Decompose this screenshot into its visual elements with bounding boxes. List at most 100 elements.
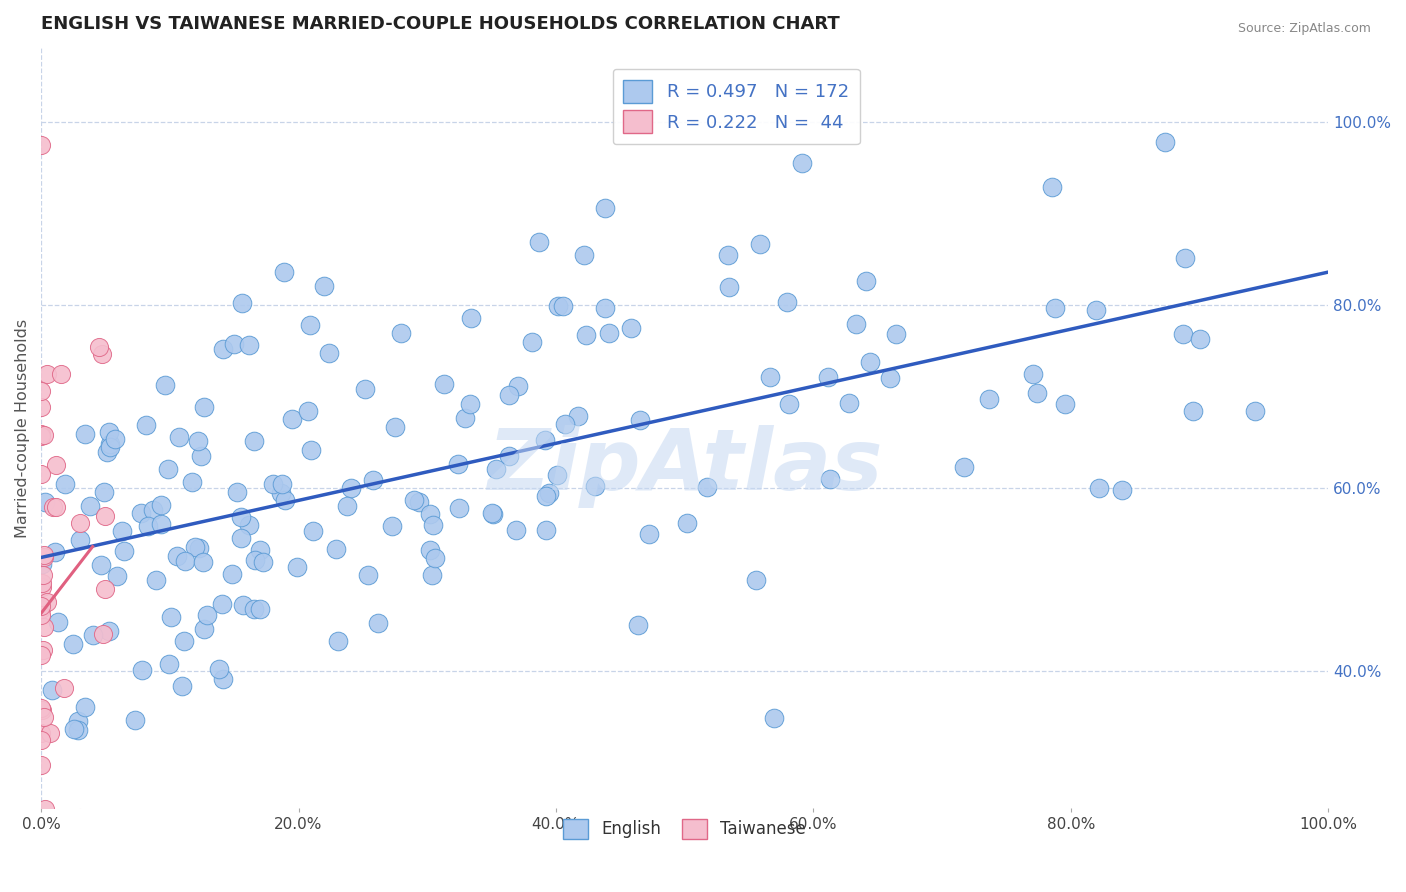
- Point: [953, 460, 976, 475]
- Point: [419, 542, 441, 557]
- Point: [30, 608, 52, 623]
- Point: [481, 506, 503, 520]
- Point: [31, 576, 53, 591]
- Point: [273, 264, 295, 278]
- Point: [135, 418, 157, 433]
- Point: [232, 599, 254, 613]
- Point: [696, 480, 718, 494]
- Point: [717, 248, 740, 262]
- Point: [30, 467, 52, 481]
- Point: [879, 370, 901, 384]
- Point: [34, 802, 56, 816]
- Point: [298, 318, 321, 333]
- Point: [30, 726, 52, 740]
- Y-axis label: Married-couple Households: Married-couple Households: [15, 318, 30, 538]
- Point: [547, 299, 569, 313]
- Point: [39, 726, 62, 740]
- Point: [1040, 179, 1063, 194]
- Point: [638, 526, 661, 541]
- Point: [554, 417, 576, 432]
- Point: [301, 524, 323, 538]
- Point: [231, 531, 253, 545]
- Point: [31, 648, 53, 662]
- Point: [184, 541, 207, 555]
- Point: [212, 672, 235, 686]
- Point: [718, 280, 741, 294]
- Point: [69, 516, 91, 530]
- Point: [498, 449, 520, 463]
- Point: [449, 500, 471, 515]
- Point: [30, 732, 52, 747]
- Point: [55, 477, 77, 491]
- Point: [460, 311, 482, 326]
- Point: [1173, 327, 1195, 342]
- Point: [583, 479, 606, 493]
- Point: [249, 543, 271, 558]
- Point: [94, 582, 117, 596]
- Point: [243, 602, 266, 616]
- Point: [30, 757, 52, 772]
- Point: [1181, 403, 1204, 417]
- Point: [104, 432, 127, 446]
- Point: [30, 602, 52, 616]
- Point: [745, 573, 768, 587]
- Point: [357, 567, 380, 582]
- Point: [363, 473, 385, 487]
- Point: [159, 609, 181, 624]
- Point: [32, 709, 55, 723]
- Point: [62, 637, 84, 651]
- Text: ZipAtlas: ZipAtlas: [486, 425, 883, 508]
- Point: [30, 429, 52, 443]
- Point: [1244, 404, 1267, 418]
- Point: [245, 553, 267, 567]
- Point: [273, 492, 295, 507]
- Point: [105, 569, 128, 583]
- Point: [534, 523, 557, 537]
- Point: [620, 321, 643, 335]
- Point: [41, 683, 63, 698]
- Point: [31, 557, 53, 571]
- Point: [211, 343, 233, 357]
- Point: [520, 335, 543, 350]
- Point: [32, 643, 55, 657]
- Point: [34, 878, 56, 892]
- Point: [1087, 481, 1109, 495]
- Point: [188, 541, 211, 555]
- Point: [243, 434, 266, 449]
- Point: [131, 663, 153, 677]
- Point: [817, 370, 839, 384]
- Point: [52, 681, 75, 695]
- Point: [433, 376, 456, 391]
- Point: [90, 558, 112, 572]
- Point: [91, 347, 114, 361]
- Point: [1154, 136, 1177, 150]
- Point: [34, 620, 56, 634]
- Point: [145, 574, 167, 588]
- Point: [73, 427, 96, 442]
- Point: [485, 462, 508, 476]
- Point: [423, 550, 446, 565]
- Point: [193, 622, 215, 636]
- Point: [977, 392, 1000, 406]
- Point: [32, 428, 55, 442]
- Point: [482, 507, 505, 521]
- Point: [170, 679, 193, 693]
- Point: [66, 714, 89, 728]
- Point: [1022, 367, 1045, 381]
- Point: [35, 595, 58, 609]
- Point: [221, 567, 243, 582]
- Point: [174, 554, 197, 568]
- Point: [45, 458, 67, 472]
- Point: [149, 516, 172, 531]
- Point: [136, 519, 159, 533]
- Point: [859, 355, 882, 369]
- Point: [222, 336, 245, 351]
- Point: [79, 499, 101, 513]
- Point: [96, 445, 118, 459]
- Point: [129, 507, 152, 521]
- Point: [676, 516, 699, 530]
- Point: [505, 523, 527, 537]
- Point: [157, 657, 180, 671]
- Point: [314, 279, 336, 293]
- Point: [195, 608, 218, 623]
